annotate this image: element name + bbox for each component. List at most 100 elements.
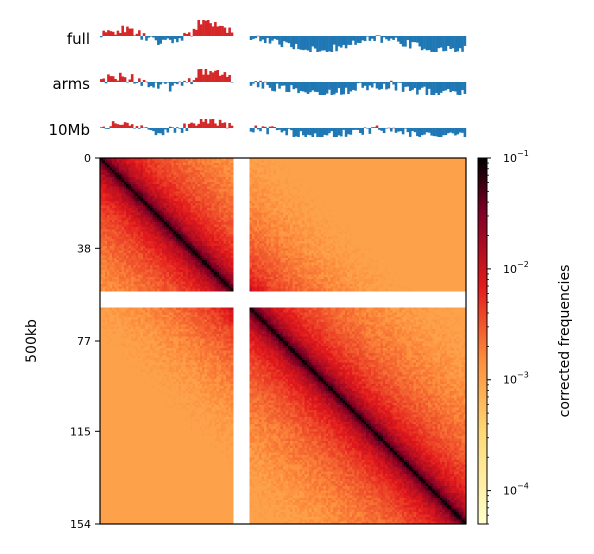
- heatmap-cell: [138, 200, 141, 204]
- heatmap-cell: [256, 158, 260, 161]
- heatmap-cell: [268, 207, 272, 211]
- heatmap-cell: [418, 186, 422, 190]
- heatmap-cell: [273, 177, 277, 180]
- heatmap-cell: [197, 203, 201, 206]
- heatmap-cell: [145, 165, 148, 168]
- heatmap-cell: [228, 191, 232, 194]
- heatmap-cell: [130, 198, 134, 202]
- heatmap-cell: [313, 162, 317, 166]
- heatmap-cell: [275, 224, 279, 228]
- heatmap-cell: [385, 205, 388, 209]
- heatmap-cell: [344, 191, 348, 194]
- heatmap-cell: [306, 226, 310, 230]
- heatmap-cell: [423, 226, 426, 230]
- heatmap-cell: [206, 215, 210, 218]
- heatmap-cell: [225, 203, 229, 206]
- heatmap-cell: [280, 217, 284, 221]
- track-bar: [299, 36, 303, 50]
- heatmap-cell: [444, 222, 448, 225]
- heatmap-cell: [259, 193, 262, 197]
- heatmap-cell: [221, 210, 224, 214]
- heatmap-cell: [221, 158, 224, 161]
- heatmap-cell: [126, 210, 129, 214]
- heatmap-cell: [221, 174, 224, 178]
- heatmap-cell: [406, 205, 410, 209]
- heatmap-cell: [166, 169, 170, 173]
- heatmap-cell: [192, 222, 196, 225]
- heatmap-cell: [114, 203, 117, 206]
- heatmap-cell: [454, 177, 457, 180]
- heatmap-cell: [332, 179, 336, 183]
- heatmap-cell: [328, 169, 331, 173]
- heatmap-cell: [214, 165, 217, 168]
- heatmap-cell: [275, 215, 279, 218]
- heatmap-cell: [111, 222, 115, 225]
- heatmap-cell: [330, 167, 334, 171]
- heatmap-cell: [273, 179, 277, 183]
- heatmap-cell: [256, 186, 260, 190]
- heatmap-cell: [313, 167, 317, 171]
- heatmap-cell: [202, 198, 205, 202]
- heatmap-cell: [456, 158, 460, 161]
- track-bar: [164, 36, 167, 40]
- heatmap-cell: [223, 224, 227, 228]
- heatmap-cell: [401, 191, 405, 194]
- heatmap-cell: [157, 172, 160, 175]
- heatmap-cell: [413, 172, 417, 175]
- heatmap-cell: [104, 215, 108, 218]
- heatmap-cell: [128, 212, 132, 216]
- heatmap-cell: [138, 181, 141, 185]
- heatmap-cell: [273, 167, 277, 171]
- heatmap-cell: [328, 224, 331, 228]
- heatmap-cell: [149, 184, 153, 187]
- heatmap-cell: [195, 162, 198, 166]
- heatmap-cell: [285, 226, 289, 230]
- heatmap-cell: [116, 174, 120, 178]
- track-bar: [157, 128, 160, 134]
- heatmap-cell: [268, 210, 272, 214]
- heatmap-cell: [138, 222, 141, 225]
- heatmap-cell: [347, 224, 350, 228]
- track-bar: [107, 74, 110, 82]
- heatmap-cell: [399, 162, 403, 166]
- heatmap-cell: [373, 191, 377, 194]
- heatmap-cell: [321, 158, 324, 161]
- heatmap-cell: [397, 222, 400, 225]
- heatmap-cell: [463, 186, 467, 190]
- heatmap-cell: [168, 196, 172, 199]
- heatmap-cell: [363, 165, 367, 168]
- heatmap-cell: [190, 162, 194, 166]
- heatmap-cell: [159, 179, 163, 183]
- heatmap-cell: [432, 188, 436, 192]
- heatmap-cell: [328, 188, 331, 192]
- heatmap-cell: [373, 179, 377, 183]
- heatmap-cell: [385, 162, 388, 166]
- heatmap-cell: [330, 158, 334, 161]
- heatmap-cell: [183, 181, 186, 185]
- heatmap-cell: [271, 174, 274, 178]
- heatmap-cell: [142, 217, 146, 221]
- heatmap-cell: [437, 210, 441, 214]
- heatmap-cell: [252, 200, 255, 204]
- heatmap-cell: [252, 210, 255, 214]
- heatmap-cell: [261, 217, 265, 221]
- heatmap-cell: [230, 229, 234, 233]
- heatmap-cell: [463, 212, 467, 216]
- track-bar: [268, 36, 272, 44]
- heatmap-cell: [100, 186, 103, 190]
- heatmap-cell: [347, 179, 350, 183]
- heatmap-cell: [382, 169, 386, 173]
- heatmap-cell: [351, 169, 355, 173]
- heatmap-cell: [161, 205, 165, 209]
- heatmap-cell: [361, 217, 365, 221]
- heatmap-cell: [121, 186, 125, 190]
- heatmap-cell: [135, 162, 139, 166]
- heatmap-cell: [149, 167, 153, 171]
- heatmap-cell: [349, 162, 353, 166]
- heatmap-cell: [138, 169, 141, 173]
- heatmap-cell: [378, 167, 381, 171]
- heatmap-cell: [166, 205, 170, 209]
- heatmap-cell: [299, 181, 303, 185]
- heatmap-cell: [323, 198, 327, 202]
- heatmap-cell: [185, 215, 189, 218]
